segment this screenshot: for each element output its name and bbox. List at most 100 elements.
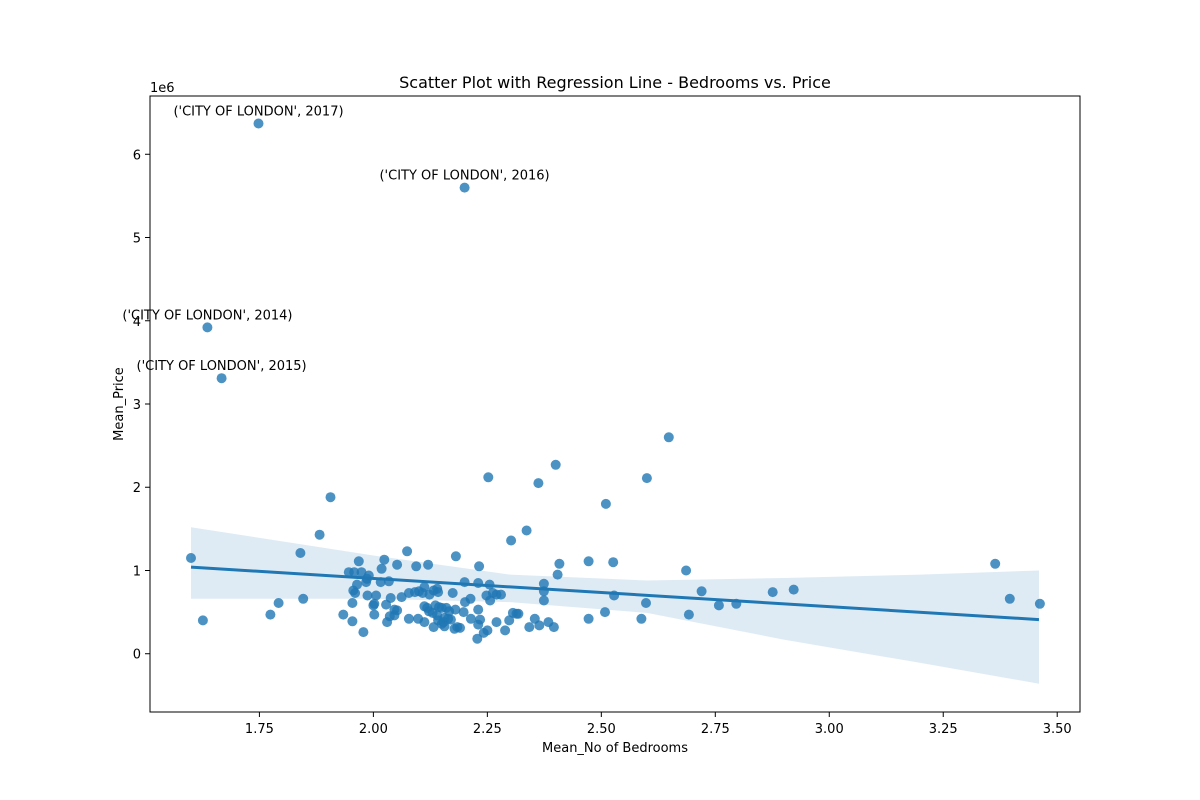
data-point <box>403 613 414 624</box>
data-point <box>483 472 494 483</box>
data-point <box>608 557 619 568</box>
data-point <box>496 589 506 600</box>
x-tick-label: 2.00 <box>359 722 388 737</box>
data-point <box>450 551 461 562</box>
data-point <box>513 608 524 619</box>
data-point <box>465 613 476 624</box>
data-point <box>349 567 360 578</box>
data-point <box>379 554 390 565</box>
data-point <box>504 615 515 626</box>
data-point <box>353 556 364 567</box>
data-point <box>552 569 563 580</box>
data-point <box>368 600 379 611</box>
data-point <box>1034 598 1045 609</box>
data-point <box>411 561 422 572</box>
data-point <box>500 625 511 636</box>
annotation-label: ('CITY OF LONDON', 2014) <box>122 308 292 323</box>
data-point <box>600 607 610 618</box>
data-point <box>458 607 469 618</box>
x-axis-label: Mean_No of Bedrooms <box>542 741 688 756</box>
data-point <box>600 498 611 509</box>
x-tick-label: 1.75 <box>245 722 274 737</box>
data-point <box>767 587 778 598</box>
data-point <box>376 563 387 574</box>
regression-line <box>190 565 1040 622</box>
data-point <box>1004 593 1015 604</box>
data-point <box>521 525 532 536</box>
data-point <box>347 616 358 627</box>
data-point <box>636 613 647 624</box>
data-point <box>186 553 196 563</box>
data-point <box>548 622 559 633</box>
data-point <box>419 617 430 628</box>
data-point <box>455 622 465 633</box>
data-point <box>681 565 692 576</box>
y-tick-label: 5 <box>133 232 141 247</box>
y-axis-label: Mean_Price <box>112 367 127 441</box>
data-point <box>473 604 484 615</box>
data-point <box>433 587 444 598</box>
data-point <box>472 633 483 644</box>
data-point <box>371 590 382 601</box>
data-point <box>382 617 393 628</box>
y-tick-label: 0 <box>133 648 141 663</box>
data-point <box>473 619 484 630</box>
data-point <box>459 182 470 193</box>
data-point <box>439 621 450 632</box>
data-point <box>350 588 361 598</box>
data-point <box>409 587 420 598</box>
data-point <box>450 604 461 615</box>
data-point <box>550 459 561 470</box>
annotation-label: ('CITY OF LONDON', 2015) <box>137 359 307 374</box>
data-point <box>428 622 439 633</box>
data-point <box>683 609 694 620</box>
data-point <box>485 595 496 606</box>
data-point <box>554 558 565 569</box>
y-tick-label: 3 <box>133 398 141 413</box>
data-point <box>641 473 652 484</box>
data-point <box>538 595 549 606</box>
data-point <box>402 546 413 557</box>
data-point <box>460 597 470 608</box>
data-point <box>216 373 227 384</box>
x-tick-label: 3.50 <box>1043 722 1072 737</box>
data-point <box>338 609 349 620</box>
data-point <box>583 556 594 567</box>
data-point <box>295 548 306 558</box>
data-point <box>534 620 545 631</box>
data-point <box>298 593 309 604</box>
data-point <box>265 609 276 620</box>
data-point <box>362 590 373 601</box>
data-point <box>491 617 502 628</box>
y-offset-label: 1e6 <box>150 81 175 96</box>
y-tick-label: 2 <box>133 481 141 496</box>
data-point <box>381 599 392 610</box>
data-point <box>369 609 380 620</box>
confidence-band-area <box>191 527 1039 684</box>
y-tick-label: 1 <box>133 564 141 579</box>
data-point <box>641 598 651 608</box>
data-point <box>663 432 674 443</box>
data-point <box>445 614 456 625</box>
y-tick-label: 6 <box>133 148 141 163</box>
data-point <box>389 610 400 621</box>
data-point <box>325 492 336 503</box>
data-point <box>788 584 799 595</box>
data-point <box>533 478 544 489</box>
x-tick-label: 2.75 <box>701 722 730 737</box>
data-point <box>538 578 549 589</box>
data-point <box>474 561 485 572</box>
data-point <box>197 615 208 626</box>
regression-line-path <box>190 565 1040 622</box>
x-tick-label: 3.00 <box>815 722 844 737</box>
data-point <box>524 622 535 633</box>
data-point <box>392 559 403 570</box>
data-points <box>186 118 1045 644</box>
data-point <box>713 600 724 611</box>
data-point <box>696 586 707 597</box>
x-tick-label: 2.50 <box>587 722 616 737</box>
data-point <box>347 598 358 608</box>
data-point <box>990 558 1001 569</box>
confidence-band <box>191 527 1039 684</box>
